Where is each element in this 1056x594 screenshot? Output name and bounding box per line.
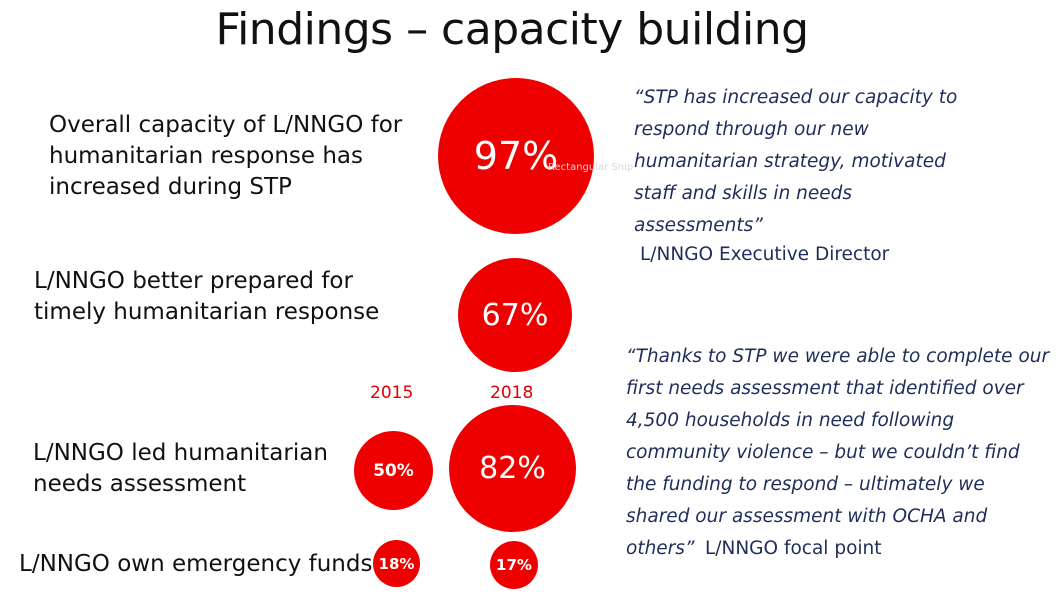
- quote-focal-point: “Thanks to STP we were able to complete …: [626, 341, 1054, 565]
- row-label-needs-assessment: L/NNGO led humanitarian needs assessment: [33, 440, 328, 497]
- slide-title: Findings – capacity building: [215, 4, 809, 55]
- bubble-overall-capacity-2018: 97%: [438, 78, 594, 234]
- bubble-emergency-funds-2018: 17%: [490, 541, 538, 589]
- quote-attribution: L/NNGO Executive Director: [640, 244, 890, 265]
- row-label-overall-capacity: Overall capacity of L/NNGO for humanitar…: [49, 112, 403, 200]
- row-label-better-prepared: L/NNGO better prepared for timely humani…: [34, 268, 380, 325]
- watermark-text: Rectangular Snip: [548, 162, 634, 173]
- quote-executive-director: “STP has increased our capacity to respo…: [634, 82, 979, 265]
- row-label-emergency-funds: L/NNGO own emergency funds: [19, 551, 373, 577]
- quote-text: “Thanks to STP we were able to complete …: [626, 346, 1050, 559]
- year-header-2018: 2018: [490, 383, 534, 403]
- bubble-better-prepared-2018: 67%: [458, 258, 572, 372]
- bubble-emergency-funds-2015: 18%: [373, 540, 420, 587]
- year-header-2015: 2015: [370, 383, 414, 403]
- bubble-needs-assessment-2015: 50%: [354, 431, 433, 510]
- quote-text: “STP has increased our capacity to respo…: [634, 87, 958, 236]
- bubble-needs-assessment-2018: 82%: [449, 405, 576, 532]
- quote-attribution: L/NNGO focal point: [704, 538, 882, 559]
